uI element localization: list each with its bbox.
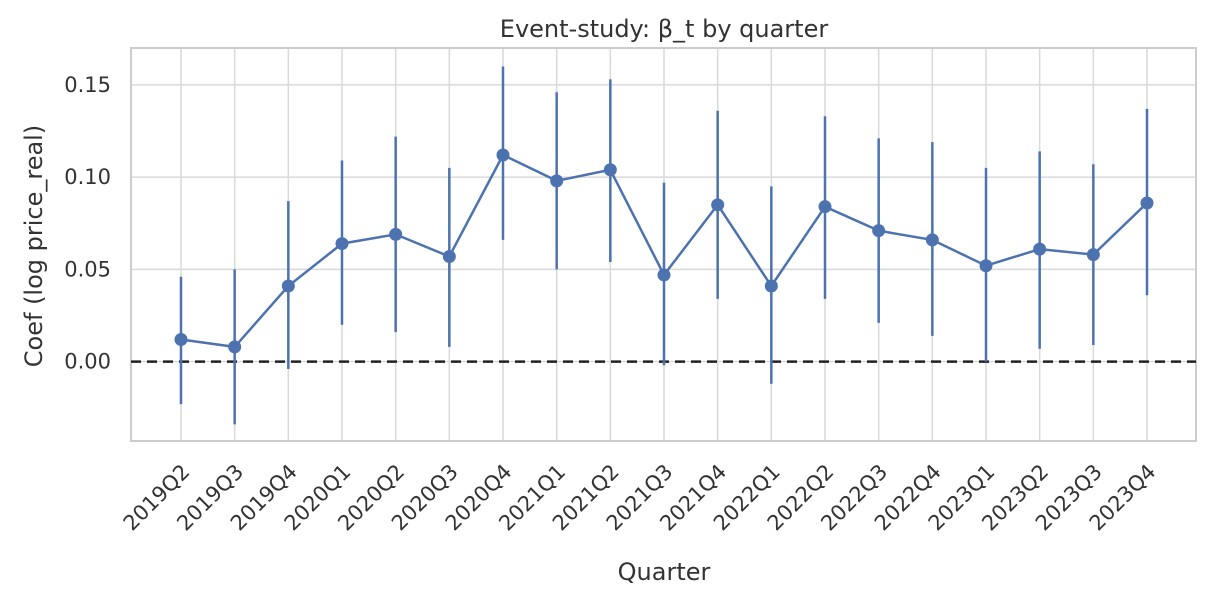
data-point <box>872 224 886 238</box>
chart-title: Event-study: β_t by quarter <box>500 15 829 43</box>
x-axis-label: Quarter <box>618 558 711 586</box>
data-point <box>228 340 242 354</box>
data-point <box>389 227 403 241</box>
y-tick-label: 0.00 <box>64 350 111 374</box>
data-point <box>764 279 778 293</box>
data-point <box>174 333 188 347</box>
data-point <box>657 268 671 282</box>
data-point <box>335 237 349 251</box>
data-point <box>442 249 456 263</box>
data-point <box>1033 242 1047 256</box>
data-point <box>496 148 510 162</box>
data-point <box>818 200 832 214</box>
data-point <box>925 233 939 247</box>
data-point <box>550 174 564 188</box>
data-point <box>1140 196 1154 210</box>
y-tick-label: 0.15 <box>64 73 111 97</box>
data-point <box>281 279 295 293</box>
data-point <box>711 198 725 212</box>
data-point <box>1086 248 1100 262</box>
axes-frame <box>130 47 1197 442</box>
data-point <box>979 259 993 273</box>
plot-area: 0.000.050.100.152019Q22019Q32019Q42020Q1… <box>64 47 1197 535</box>
y-tick-label: 0.10 <box>64 165 111 189</box>
y-axis-label: Coef (log price_real) <box>20 125 48 367</box>
data-point <box>603 163 617 177</box>
y-tick-label: 0.05 <box>64 257 111 281</box>
